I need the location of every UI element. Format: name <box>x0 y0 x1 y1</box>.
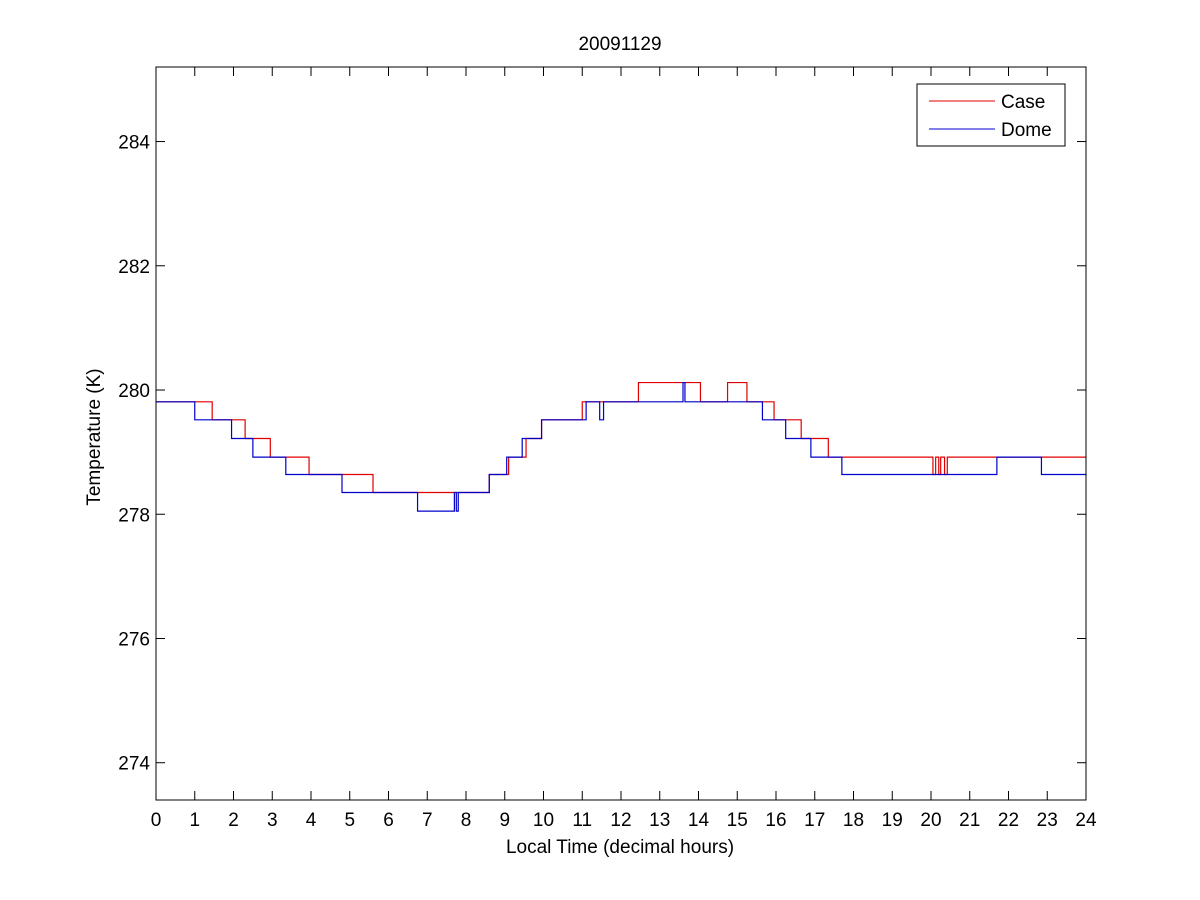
x-tick-label: 19 <box>882 810 903 831</box>
x-tick-label: 24 <box>1075 810 1097 831</box>
series-line-dome <box>156 381 1086 512</box>
x-tick-label: 17 <box>804 810 825 831</box>
axes-background <box>156 67 1086 800</box>
plot-area: 0 1 2 3 4 5 6 7 8 9 10 11 12 13 14 15 16 17 18 19 20 21 22 23 24… <box>118 66 1097 831</box>
x-tick-label: 10 <box>533 810 554 831</box>
legend-box <box>916 83 1066 147</box>
x-tick-label: 5 <box>344 810 355 831</box>
x-tick-label: 14 <box>688 810 710 831</box>
x-axis-label: Local Time (decimal hours) <box>506 837 734 858</box>
x-tick-label: 12 <box>610 810 631 831</box>
x-tick-label: 22 <box>998 810 1019 831</box>
x-tick-label: 6 <box>383 810 394 831</box>
x-tick-label: 0 <box>151 810 162 831</box>
x-tick-label: 1 <box>189 810 200 831</box>
x-tick-label: 3 <box>267 810 278 831</box>
legend-label-case: Case <box>1001 92 1045 113</box>
x-tick-label: 2 <box>228 810 239 831</box>
x-tick-label: 8 <box>461 810 472 831</box>
x-tick-label: 20 <box>920 810 941 831</box>
x-tick-label: 21 <box>959 810 980 831</box>
x-tick-label: 11 <box>572 810 592 831</box>
x-tick-label: 4 <box>306 810 317 831</box>
x-tick-label: 23 <box>1037 810 1058 831</box>
x-tick-label: 13 <box>649 810 670 831</box>
y-tick-label: 276 <box>118 629 150 650</box>
x-tick-label: 9 <box>499 810 510 831</box>
series-layer <box>156 381 1086 512</box>
chart-title: 20091129 <box>578 34 661 55</box>
series-line-case <box>156 381 1086 494</box>
x-tick-label: 15 <box>727 810 748 831</box>
x-tick-label: 7 <box>422 810 433 831</box>
y-axis-label: Temperature (K) <box>84 368 105 505</box>
y-axis: 274 276 278 280 282 284 <box>118 133 1086 775</box>
x-tick-label: 16 <box>765 810 786 831</box>
y-tick-label: 282 <box>118 257 150 278</box>
y-tick-label: 280 <box>118 381 150 402</box>
x-axis: 0 1 2 3 4 5 6 7 8 9 10 11 12 13 14 15 16 17 18 19 20 21 22 23 24 <box>151 67 1097 831</box>
y-tick-label: 278 <box>118 505 150 526</box>
y-tick-label: 274 <box>118 754 150 775</box>
legend: Case Dome <box>916 83 1066 147</box>
y-tick-label: 284 <box>118 133 150 154</box>
legend-label-dome: Dome <box>1001 120 1052 141</box>
x-tick-label: 18 <box>843 810 864 831</box>
